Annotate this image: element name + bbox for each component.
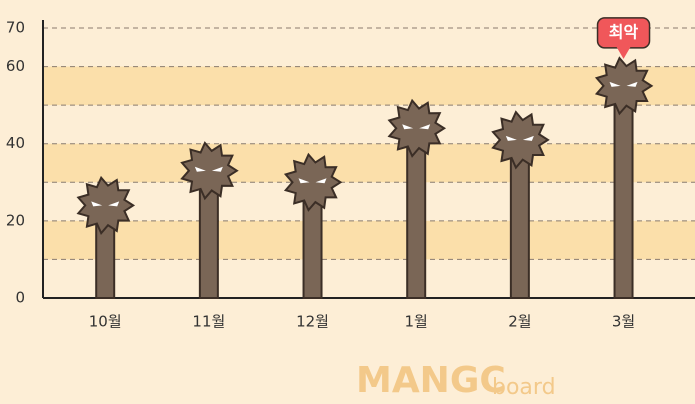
y-tick-label: 70 (6, 19, 25, 37)
head (76, 175, 136, 235)
eye (315, 178, 327, 184)
grid-band (43, 143, 695, 183)
lollipop (594, 56, 654, 299)
x-tick-label: 1월 (405, 313, 428, 331)
watermark-brand: MANGC (356, 360, 506, 401)
x-tick-label: 3월 (612, 313, 635, 331)
lollipop (491, 110, 550, 299)
eye (298, 178, 310, 184)
eye (402, 124, 414, 130)
lollipop (283, 152, 343, 300)
y-tick-label: 20 (6, 211, 25, 229)
head (180, 141, 239, 201)
annotation-text: 최악 (609, 22, 639, 41)
lollipop (76, 175, 136, 299)
head (283, 152, 343, 212)
stick (406, 127, 427, 299)
x-tick-label: 11월 (192, 313, 225, 331)
eye (505, 135, 517, 141)
lollipop (180, 141, 239, 299)
eye (211, 166, 223, 172)
lollipop (387, 98, 447, 299)
grid-band (43, 220, 695, 260)
head (594, 56, 654, 116)
eye (419, 124, 431, 130)
head (387, 98, 447, 158)
x-tick-label: 2월 (508, 313, 531, 331)
eye (522, 135, 534, 141)
x-tick-label: 10월 (89, 313, 122, 331)
eye (609, 81, 621, 87)
eye (194, 166, 206, 172)
grid-band (43, 66, 695, 106)
y-tick-label: 0 (15, 289, 25, 307)
annotation-pointer (616, 46, 631, 59)
annotation: 최악 (596, 17, 651, 59)
eye (626, 81, 638, 87)
eye (108, 201, 120, 207)
eye (91, 201, 103, 207)
x-tick-label: 12월 (296, 313, 329, 331)
watermark-suffix: board (492, 375, 556, 400)
stick (613, 84, 634, 299)
head (491, 110, 550, 170)
y-tick-label: 60 (6, 57, 25, 75)
y-tick-label: 40 (6, 134, 25, 152)
